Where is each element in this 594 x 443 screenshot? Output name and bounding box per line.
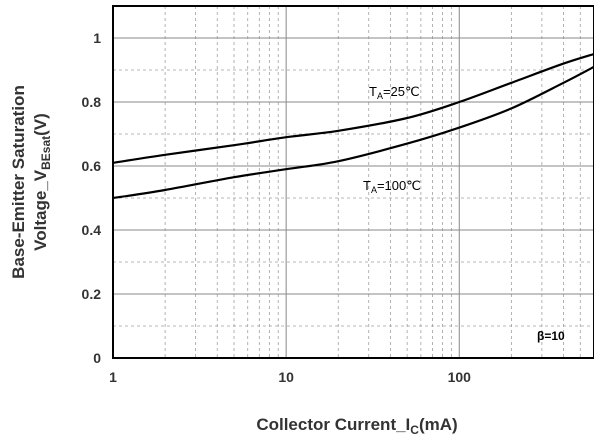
series-line-1 [112,65,594,200]
ticks-group: 1 10 100 0 0.2 0.4 0.6 0.8 1 [82,30,472,385]
y-axis-title-line1: Base-Emitter Saturation [9,85,28,279]
y-tick-label: 0.6 [82,158,102,174]
y-tick-label: 0.8 [82,94,102,110]
plot-frame [112,5,594,359]
y-tick-label: 0.4 [82,222,102,238]
y-tick-label: 1 [93,30,101,46]
x-axis-title: Collector Current_IC(mA) [256,415,457,437]
grid [113,6,594,358]
series-group [112,52,594,200]
series-label-25c: TA=25℃ [369,84,420,101]
beta-annotation: β=10 [537,329,565,343]
x-tick-label: 100 [448,369,472,385]
x-tick-label: 1 [109,369,117,385]
y-axis-title: Base-Emitter Saturation Voltage_VBEsat(V… [9,85,53,279]
y-tick-label: 0.2 [82,286,102,302]
series-line-0 [112,52,594,164]
series-label-100c: TA=100℃ [363,178,421,195]
y-tick-label: 0 [93,350,101,366]
y-axis-title-line2: Voltage_VBEsat(V) [31,113,53,251]
x-tick-label: 10 [278,369,294,385]
